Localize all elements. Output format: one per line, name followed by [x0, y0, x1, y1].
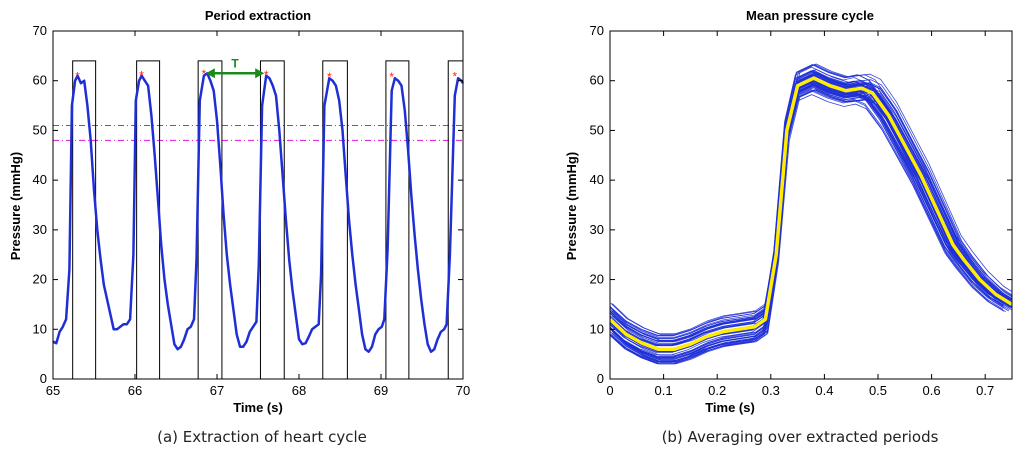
cycle-curve — [610, 73, 1012, 343]
cycle-curve — [610, 63, 1008, 342]
b-axes-frame — [609, 30, 1013, 380]
caption-a: (a) Extraction of heart cycle — [157, 428, 367, 446]
b-y-tick-label: 10 — [590, 321, 604, 336]
cycle-curve — [611, 76, 1012, 351]
cycle-curve — [610, 75, 1012, 352]
extraction-window — [322, 60, 348, 379]
cycle-curves-group — [610, 63, 1012, 365]
extraction-window — [136, 60, 161, 379]
period-arrow-head-left — [205, 68, 215, 79]
b-y-tick-label: 0 — [597, 371, 604, 386]
cycle-curve — [610, 74, 1012, 338]
cycle-curve — [610, 69, 1012, 349]
peak-marker: * — [389, 70, 394, 84]
a-axes-frame — [52, 30, 464, 380]
b-y-tick-label: 70 — [590, 23, 604, 38]
peak-marker: * — [75, 70, 80, 84]
cycle-curve — [610, 70, 1005, 353]
b-x-tick-label: 0.7 — [976, 383, 994, 398]
cycle-curve — [612, 73, 1012, 341]
cycle-curve — [611, 78, 1012, 361]
a-x-tick-label: 69 — [374, 383, 388, 398]
chart-b-ylabel: Pressure (mmHg) — [564, 152, 579, 260]
a-x-tick-label: 67 — [210, 383, 224, 398]
cycle-curve — [610, 79, 1012, 339]
extraction-window — [385, 60, 410, 379]
cycle-curve — [610, 72, 1009, 352]
a-y-tick-label: 40 — [33, 172, 47, 187]
peak-marker: * — [452, 70, 457, 84]
a-y-tick-label: 60 — [33, 73, 47, 88]
b-x-tick-label: 0 — [606, 383, 613, 398]
cycle-curve — [612, 68, 1012, 350]
a-x-tick-label: 68 — [292, 383, 306, 398]
chart-b-plot-area: 0 0.1 0.2 0.3 0.4 0.5 0.6 0.7 0 10 20 30 40 50 60 70 — [590, 23, 1013, 398]
cycle-curve — [610, 71, 1012, 360]
b-x-tick-label: 0.3 — [762, 383, 780, 398]
b-y-tick-label: 30 — [590, 222, 604, 237]
b-y-tick-label: 20 — [590, 272, 604, 287]
extraction-window — [197, 60, 223, 379]
cycle-curve — [610, 84, 1007, 341]
cycle-curve — [610, 84, 1012, 352]
b-y-tick-label: 50 — [590, 122, 604, 137]
chart-a-xlabel: Time (s) — [233, 400, 283, 415]
cycle-curve — [610, 73, 1012, 352]
mean-cycle-line — [610, 76, 1012, 351]
cycle-curve — [611, 82, 1012, 346]
b-x-tick-label: 0.5 — [869, 383, 887, 398]
a-y-tick-label: 50 — [33, 122, 47, 137]
chart-b-title: Mean pressure cycle — [746, 8, 874, 23]
b-x-tick-label: 0.2 — [708, 383, 726, 398]
a-y-tick-label: 20 — [33, 272, 47, 287]
a-x-tick-label: 65 — [46, 383, 60, 398]
a-y-tick-label: 10 — [33, 321, 47, 336]
caption-b: (b) Averaging over extracted periods — [661, 428, 939, 446]
cycle-curve — [610, 73, 1009, 337]
a-y-tick-label: 0 — [40, 371, 47, 386]
cycle-curve — [610, 70, 1011, 346]
chart-a-title: Period extraction — [205, 8, 311, 23]
peak-marker: * — [264, 68, 269, 82]
period-arrow-head-right — [255, 68, 265, 79]
cycle-curve — [610, 84, 1012, 349]
chart-b-xlabel: Time (s) — [705, 400, 755, 415]
cycle-curve — [610, 64, 1012, 335]
chart-mean-pressure-cycle: Mean pressure cycle Pressure (mmHg) Time… — [564, 8, 1013, 415]
peak-marker: * — [139, 68, 144, 82]
cycle-curve — [610, 78, 1010, 342]
extraction-window — [72, 60, 97, 379]
cycle-curve — [611, 71, 1012, 356]
a-x-tick-label: 70 — [456, 383, 470, 398]
chart-a-plot-area: * * * * * * * T 65 66 67 68 69 70 0 10 20 30 40 50 60 70 — [33, 23, 471, 398]
cycle-curve — [610, 64, 1010, 342]
b-y-tick-label: 60 — [590, 73, 604, 88]
a-x-tick-label: 66 — [128, 383, 142, 398]
peak-marker: * — [327, 70, 332, 84]
cycle-curve — [612, 73, 1012, 350]
cycle-curve — [610, 87, 1012, 351]
b-x-tick-label: 0.1 — [655, 383, 673, 398]
chart-a-ylabel: Pressure (mmHg) — [8, 152, 23, 260]
cycle-curve — [610, 78, 1012, 336]
figure-canvas: Period extraction Pressure (mmHg) Time (… — [8, 8, 1013, 415]
cycle-curve — [612, 63, 1012, 335]
b-x-tick-label: 0.6 — [923, 383, 941, 398]
cycle-curve — [610, 80, 1012, 344]
a-y-tick-label: 30 — [33, 222, 47, 237]
cycle-curve — [610, 90, 1005, 363]
chart-period-extraction: Period extraction Pressure (mmHg) Time (… — [8, 8, 470, 415]
period-label: T — [231, 56, 239, 70]
pressure-signal-line — [52, 72, 465, 353]
peak-marker: * — [202, 67, 207, 81]
extraction-window — [259, 60, 285, 379]
cycle-curve — [610, 77, 1012, 360]
cycle-curve — [611, 82, 1012, 341]
b-x-tick-label: 0.4 — [815, 383, 833, 398]
a-y-tick-label: 70 — [33, 23, 47, 38]
b-y-tick-label: 40 — [590, 172, 604, 187]
